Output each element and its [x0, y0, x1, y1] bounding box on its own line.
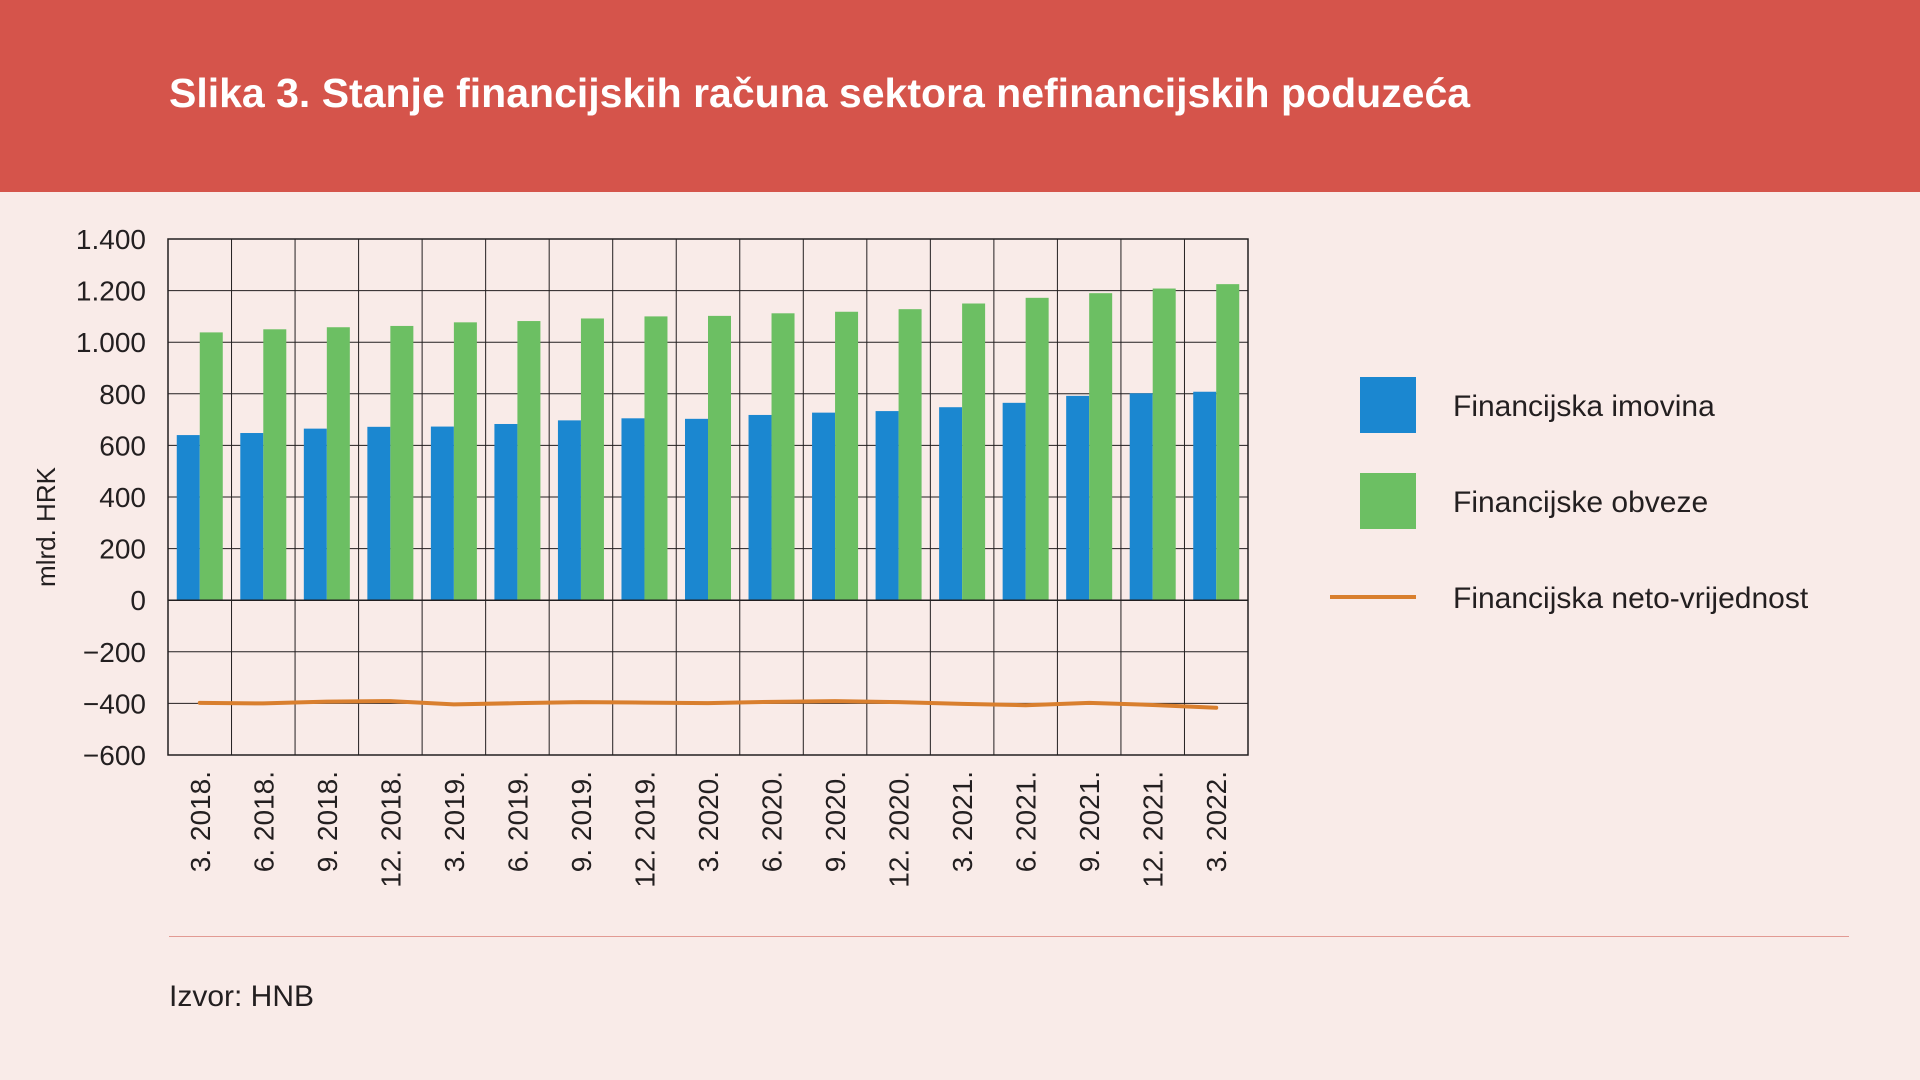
x-tick-label: 3. 2022.: [1201, 771, 1232, 872]
line-point: [771, 701, 773, 703]
y-tick-label: 0: [130, 585, 146, 616]
line-point: [262, 702, 264, 704]
bar-financijske-obveze: [1216, 284, 1240, 601]
x-tick-label: 12. 2021.: [1138, 771, 1169, 888]
y-tick-label: −200: [83, 637, 146, 668]
bar-financijska-imovina: [812, 412, 836, 601]
y-tick-label: 1.000: [76, 327, 146, 358]
x-tick-label: 12. 2018.: [375, 771, 406, 888]
x-tick-label: 6. 2020.: [757, 771, 788, 872]
bar-financijske-obveze: [835, 311, 859, 601]
bar-financijska-imovina: [875, 411, 899, 601]
bar-financijske-obveze: [199, 332, 223, 601]
bar-financijska-imovina: [1002, 402, 1026, 601]
bar-financijska-imovina: [430, 426, 454, 601]
y-tick-label: −600: [83, 740, 146, 771]
y-axis-label: mlrd. HRK: [31, 466, 61, 587]
bar-financijska-imovina: [1066, 395, 1090, 601]
bar-financijska-imovina: [303, 428, 327, 601]
bar-financijska-imovina: [1193, 391, 1217, 601]
x-tick-label: 9. 2021.: [1074, 771, 1105, 872]
x-tick-label: 3. 2021.: [947, 771, 978, 872]
x-tick-label: 12. 2020.: [884, 771, 915, 888]
x-tick-label: 3. 2018.: [185, 771, 216, 872]
y-tick-label: 600: [99, 430, 146, 461]
legend-label: Financijske obveze: [1453, 486, 1708, 519]
chart-title: Slika 3. Stanje financijskih računa sekt…: [169, 70, 1471, 116]
bar-financijska-imovina: [685, 418, 708, 601]
x-tick-label: 9. 2018.: [312, 771, 343, 872]
x-tick-label: 6. 2021.: [1011, 771, 1042, 872]
bar-financijske-obveze: [453, 322, 477, 601]
line-point: [1025, 704, 1027, 706]
bar-financijske-obveze: [1089, 293, 1113, 601]
legend-swatch: [1360, 473, 1416, 529]
y-tick-label: 200: [99, 534, 146, 565]
source-note: Izvor: HNB: [169, 980, 315, 1013]
line-point: [326, 701, 328, 703]
bar-financijska-imovina: [494, 423, 518, 601]
line-point: [898, 701, 900, 703]
bar-financijska-imovina: [621, 418, 645, 601]
x-tick-label: 6. 2018.: [248, 771, 279, 872]
x-tick-label: 9. 2020.: [820, 771, 851, 872]
bar-financijske-obveze: [326, 327, 350, 601]
legend-swatch: [1360, 377, 1416, 433]
x-tick-label: 9. 2019.: [566, 771, 597, 872]
bar-financijska-imovina: [367, 426, 391, 601]
bar-financijske-obveze: [263, 329, 287, 601]
bar-financijske-obveze: [1152, 288, 1176, 601]
bar-financijske-obveze: [962, 303, 986, 601]
line-point: [453, 703, 455, 705]
bar-financijske-obveze: [771, 313, 795, 601]
y-tick-label: 400: [99, 482, 146, 513]
line-point: [1088, 702, 1090, 704]
line-point: [580, 701, 582, 703]
bar-financijska-imovina: [748, 414, 772, 601]
bar-financijske-obveze: [898, 309, 922, 601]
line-point: [961, 703, 963, 705]
line-point: [707, 702, 709, 704]
x-tick-label: 12. 2019.: [629, 771, 660, 888]
line-point: [643, 702, 645, 704]
legend-label: Financijska neto-vrijednost: [1453, 582, 1809, 615]
bar-financijska-imovina: [240, 433, 264, 601]
line-point: [516, 702, 518, 704]
bar-financijske-obveze: [517, 321, 541, 601]
y-tick-label: 800: [99, 379, 146, 410]
y-tick-label: −400: [83, 688, 146, 719]
header-banner: Slika 3. Stanje financijskih računa sekt…: [0, 0, 1920, 192]
line-point: [834, 700, 836, 702]
y-tick-label: 1.400: [76, 224, 146, 255]
y-tick-label: 1.200: [76, 276, 146, 307]
line-point: [199, 702, 201, 704]
bar-financijske-obveze: [580, 318, 604, 601]
line-point: [1215, 707, 1217, 709]
bar-financijska-imovina: [557, 420, 581, 601]
bar-financijske-obveze: [390, 325, 414, 601]
line-point: [1152, 704, 1154, 706]
bar-financijska-imovina: [939, 407, 963, 601]
divider: [169, 936, 1849, 937]
bar-financijska-imovina: [1129, 393, 1153, 601]
chart: 1.400 1.200 1.000 800 600 400 200 0 −200 −400 −600…: [31, 224, 1809, 888]
x-tick-label: 6. 2019.: [502, 771, 533, 872]
bar-financijske-obveze: [708, 315, 731, 601]
bar-financijska-imovina: [176, 435, 200, 601]
bar-financijske-obveze: [1025, 297, 1049, 601]
x-tick-label: 3. 2020.: [693, 771, 724, 872]
line-financijska-neto-vrijednost: [197, 699, 1219, 710]
x-tick-label: 3. 2019.: [439, 771, 470, 872]
line-point: [389, 700, 391, 702]
bar-financijske-obveze: [644, 316, 668, 601]
legend-label: Financijska imovina: [1453, 390, 1715, 423]
